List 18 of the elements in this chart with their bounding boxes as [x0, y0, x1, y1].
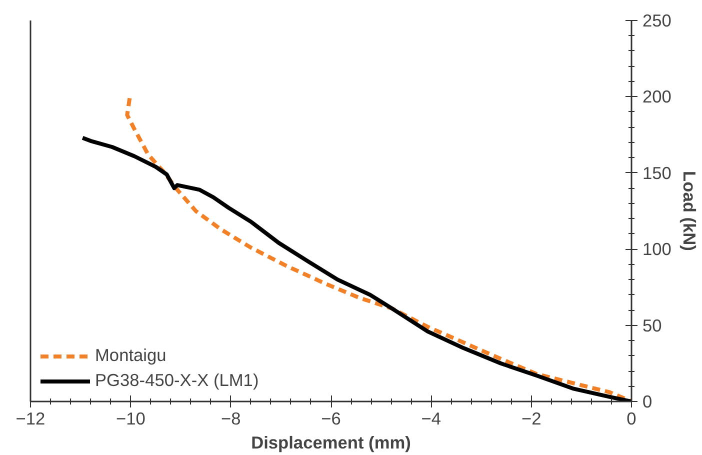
- x-tick-label: −2: [521, 408, 542, 428]
- line-series: [80, 136, 632, 402]
- y-tick-label: 150: [642, 162, 672, 183]
- x-tick-label: −4: [421, 408, 442, 428]
- legend-label: PG38-450-X-X (LM1): [95, 370, 259, 391]
- y-tick-label: 200: [642, 86, 672, 107]
- y-tick-label: 0: [642, 392, 652, 412]
- legend-label: Montaigu: [95, 345, 166, 366]
- x-tick-label: 0: [626, 408, 636, 428]
- x-axis-title: Displacement (mm): [251, 432, 411, 452]
- x-tick-label: −6: [321, 408, 341, 428]
- y-tick-label: 100: [642, 239, 672, 260]
- y-tick-label: 50: [642, 315, 662, 336]
- x-tick-label: −10: [116, 408, 146, 428]
- y-tick-label: 250: [642, 10, 672, 30]
- x-tick-label: −8: [220, 408, 241, 428]
- x-tick-label: −12: [16, 408, 46, 428]
- y-axis-title: Load (kN): [679, 171, 700, 251]
